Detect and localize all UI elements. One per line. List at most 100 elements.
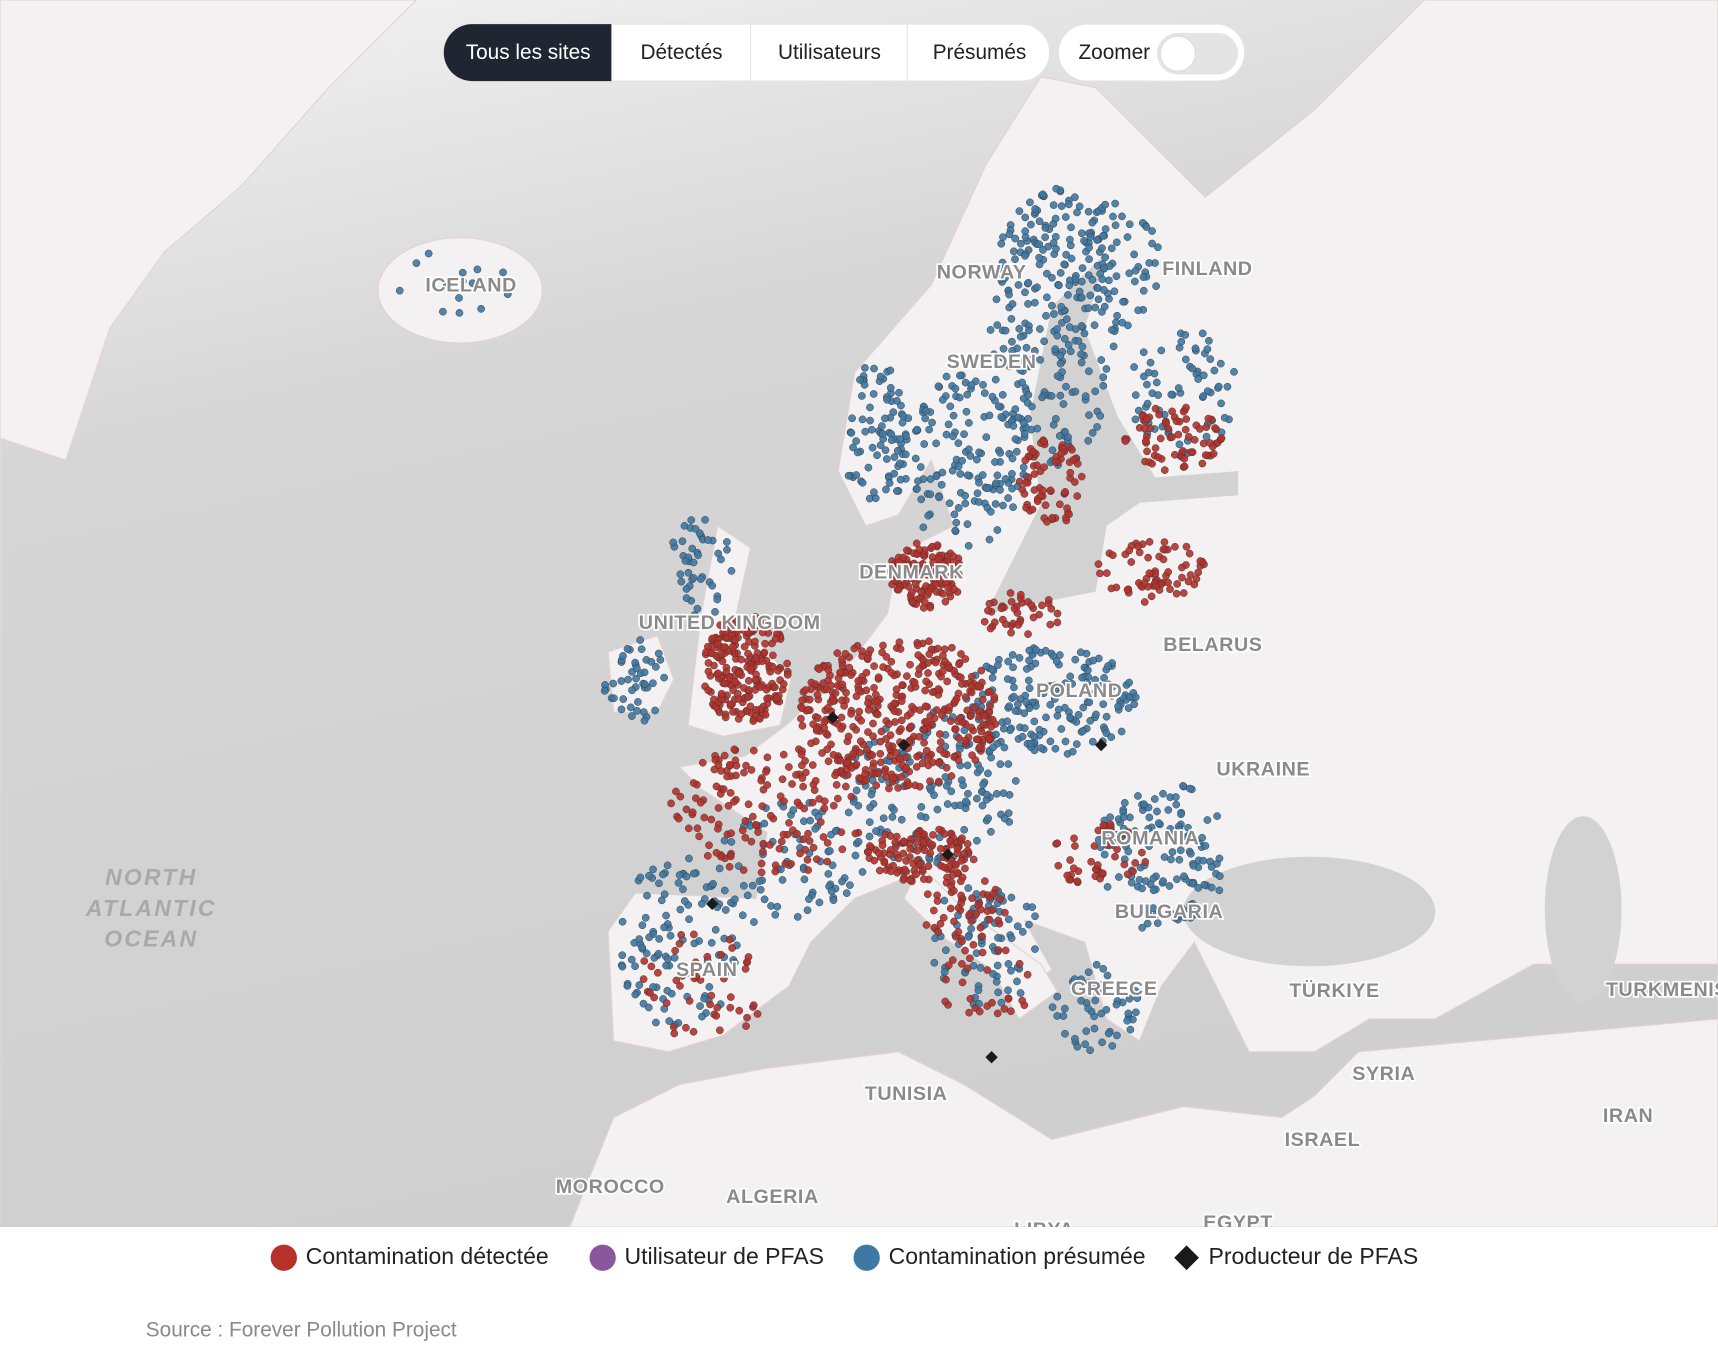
site-marker <box>1004 760 1013 768</box>
site-marker <box>1141 877 1150 885</box>
site-marker <box>693 604 702 613</box>
site-marker <box>762 768 770 776</box>
site-marker <box>1088 737 1097 746</box>
site-marker <box>985 735 993 743</box>
site-marker <box>1005 290 1013 299</box>
site-marker <box>1033 283 1041 292</box>
site-marker <box>985 411 994 420</box>
site-marker <box>1131 391 1140 399</box>
site-marker <box>938 468 947 477</box>
site-marker <box>1053 839 1062 848</box>
site-marker <box>801 686 810 694</box>
site-marker <box>836 756 845 765</box>
site-marker <box>887 436 896 445</box>
site-marker <box>1134 306 1142 315</box>
site-marker <box>838 696 846 705</box>
tab[interactable]: Détectés <box>640 41 722 64</box>
site-marker <box>926 475 935 483</box>
tab[interactable]: Présumés <box>933 41 1027 64</box>
site-marker <box>950 510 959 519</box>
site-marker <box>757 776 765 785</box>
site-marker <box>1027 601 1036 610</box>
site-marker <box>669 1023 678 1031</box>
site-marker <box>923 890 932 899</box>
site-marker <box>896 475 905 484</box>
site-marker <box>942 946 950 955</box>
site-marker <box>882 735 890 743</box>
site-marker <box>641 913 650 922</box>
site-marker <box>751 820 760 829</box>
site-marker <box>928 688 937 696</box>
site-marker <box>842 889 851 897</box>
site-marker <box>998 258 1007 267</box>
producer-marker <box>705 897 719 911</box>
site-marker <box>852 692 861 701</box>
site-marker <box>1175 838 1183 847</box>
country-label: SWEDEN <box>947 351 1037 373</box>
site-marker <box>1168 407 1176 416</box>
site-marker <box>1110 287 1119 296</box>
site-marker <box>1113 311 1121 320</box>
site-marker <box>1126 1025 1135 1034</box>
site-marker <box>1120 799 1129 807</box>
site-marker <box>1097 1009 1106 1018</box>
site-marker <box>985 599 994 608</box>
site-marker <box>1153 919 1162 927</box>
site-marker <box>1057 725 1066 733</box>
active-tab[interactable] <box>443 24 612 82</box>
site-marker <box>1029 613 1038 622</box>
site-marker <box>1089 656 1098 665</box>
site-marker <box>1098 244 1106 252</box>
site-marker <box>1174 384 1183 392</box>
site-marker <box>1005 362 1014 371</box>
site-marker <box>442 282 451 291</box>
site-marker <box>1068 680 1076 688</box>
site-marker <box>720 643 729 651</box>
site-marker <box>1094 826 1103 835</box>
tab[interactable]: Tous les sites <box>466 41 591 64</box>
site-marker <box>901 450 910 459</box>
site-marker <box>912 870 920 879</box>
site-marker <box>1000 814 1009 823</box>
site-marker <box>689 558 698 567</box>
site-marker <box>1127 878 1136 887</box>
site-marker <box>989 970 997 978</box>
site-marker <box>1183 833 1192 842</box>
site-marker <box>1040 437 1048 446</box>
site-marker <box>886 752 895 761</box>
site-marker <box>1094 295 1103 304</box>
site-marker <box>967 723 976 732</box>
site-marker <box>712 1011 721 1020</box>
site-marker <box>691 617 699 625</box>
site-marker <box>979 381 987 389</box>
map: ICELAND NORWAY FINLAND SWEDEN DENMARK UNITED … <box>0 0 1718 1228</box>
site-marker <box>963 390 972 399</box>
site-marker <box>986 702 994 711</box>
site-marker <box>670 1029 679 1038</box>
site-marker <box>758 628 767 637</box>
site-marker <box>963 520 972 528</box>
site-marker <box>843 758 852 767</box>
site-marker <box>685 915 693 924</box>
site-marker <box>644 1003 653 1012</box>
site-marker <box>999 354 1007 362</box>
site-marker <box>1014 413 1023 422</box>
site-marker <box>747 837 756 846</box>
site-marker <box>919 559 927 568</box>
site-marker <box>908 598 917 606</box>
site-marker <box>967 688 976 697</box>
site-marker <box>731 895 739 904</box>
tab[interactable]: Utilisateurs <box>778 41 881 64</box>
site-marker <box>1064 291 1072 299</box>
site-marker <box>944 961 953 970</box>
site-marker <box>994 916 1003 925</box>
site-marker <box>912 763 921 771</box>
site-marker <box>1057 449 1065 458</box>
site-marker <box>838 655 846 664</box>
site-marker <box>780 797 788 806</box>
site-marker <box>720 679 729 688</box>
site-marker <box>899 553 908 562</box>
site-marker <box>690 939 699 948</box>
site-marker <box>1005 230 1014 239</box>
site-marker <box>1099 700 1108 709</box>
